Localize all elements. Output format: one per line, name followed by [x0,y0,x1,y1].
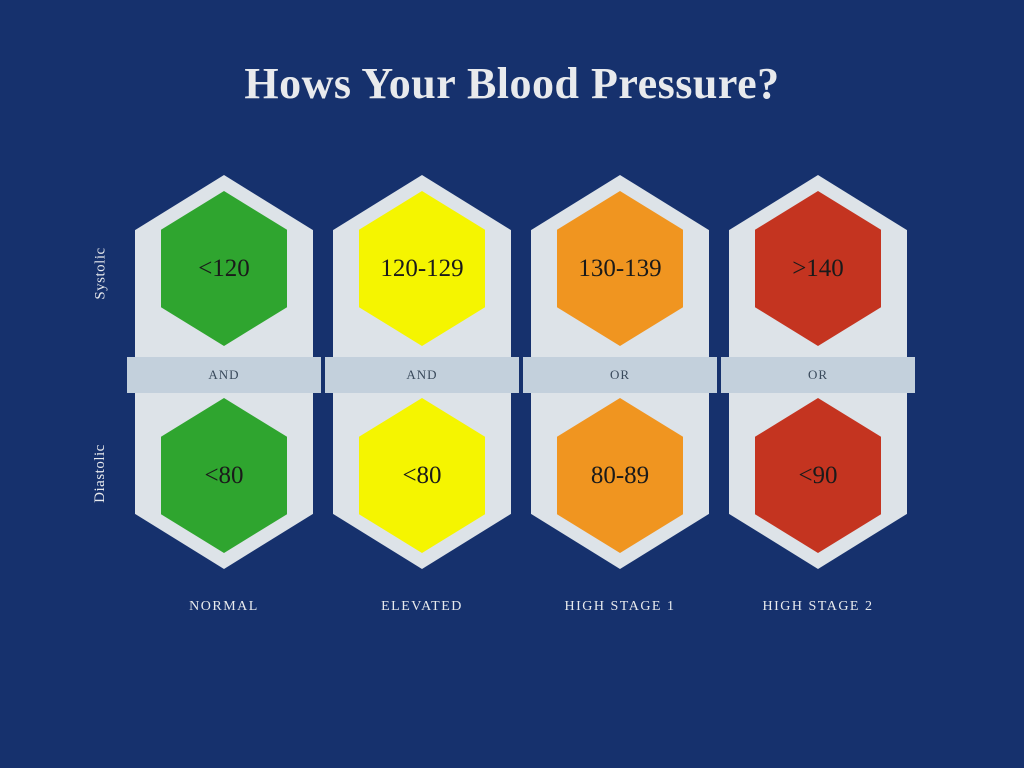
diastolic-value: 80-89 [591,462,649,490]
connector-band-high2: OR [721,357,915,393]
page-title: Hows Your Blood Pressure? [0,0,1024,109]
columns-container: <120 <80 AND NORMAL 120-129 <8 [135,175,905,615]
connector-band-normal: AND [127,357,321,393]
systolic-value: >140 [792,255,844,283]
column-normal: <120 <80 AND NORMAL [135,175,313,615]
systolic-hexagon-high1: 130-139 [550,191,690,346]
systolic-row-label: Systolic [93,247,110,299]
column-label-normal: NORMAL [189,599,259,615]
systolic-hexagon-elevated: 120-129 [352,191,492,346]
diastolic-value: <80 [204,462,243,490]
column-high-stage-2: >140 <90 OR HIGH STAGE 2 [729,175,907,615]
blood-pressure-chart: Systolic Diastolic <120 <80 AND NORMAL [135,175,905,615]
systolic-value: 120-129 [380,255,463,283]
systolic-hexagon-normal: <120 [154,191,294,346]
column-label-high2: HIGH STAGE 2 [763,599,874,615]
systolic-value: <120 [198,255,250,283]
diastolic-value: <90 [798,462,837,490]
connector-text: AND [406,367,437,383]
systolic-hexagon-high2: >140 [748,191,888,346]
systolic-value: 130-139 [578,255,661,283]
column-high-stage-1: 130-139 80-89 OR HIGH STAGE 1 [531,175,709,615]
diastolic-hexagon-high2: <90 [748,398,888,553]
diastolic-hexagon-normal: <80 [154,398,294,553]
connector-text: OR [808,367,828,383]
connector-band-elevated: AND [325,357,519,393]
diastolic-row-label: Diastolic [92,444,109,503]
connector-band-high1: OR [523,357,717,393]
diastolic-value: <80 [402,462,441,490]
diastolic-hexagon-elevated: <80 [352,398,492,553]
column-label-elevated: ELEVATED [381,599,463,615]
connector-text: OR [610,367,630,383]
diastolic-hexagon-high1: 80-89 [550,398,690,553]
connector-text: AND [208,367,239,383]
column-elevated: 120-129 <80 AND ELEVATED [333,175,511,615]
column-label-high1: HIGH STAGE 1 [565,599,676,615]
